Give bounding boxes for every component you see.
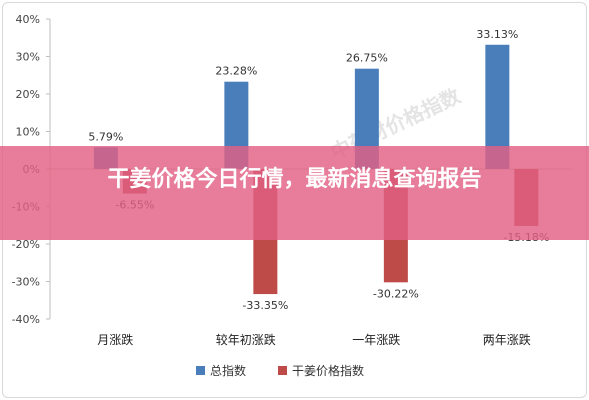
y-tick-label: 10% xyxy=(16,126,40,139)
y-tick-label: -30% xyxy=(12,276,40,289)
data-label-total-index: 23.28% xyxy=(215,65,257,78)
y-tick-label: 30% xyxy=(16,51,40,64)
x-category-label: 月涨跌 xyxy=(97,332,133,347)
legend-swatch-total-index xyxy=(196,366,205,375)
y-tick-label: 40% xyxy=(16,13,40,26)
data-label-ginger-price-index: -30.22% xyxy=(373,287,419,300)
data-label-ginger-price-index: -33.35% xyxy=(242,299,288,312)
legend: 总指数 干姜价格指数 xyxy=(196,363,364,378)
y-tick-label: 20% xyxy=(16,88,40,101)
legend-swatch-ginger-price-index xyxy=(278,366,287,375)
data-label-total-index: 26.75% xyxy=(346,52,388,65)
legend-label-ginger-price-index: 干姜价格指数 xyxy=(292,363,364,378)
data-label-total-index: 5.79% xyxy=(88,130,123,143)
title-banner: 干姜价格今日行情，最新消息查询报告 xyxy=(0,146,589,240)
y-tick-label: -20% xyxy=(12,238,40,251)
x-category-label: 两年涨跌 xyxy=(483,332,531,347)
x-category-label: 一年涨跌 xyxy=(352,332,400,347)
y-tick-label: -40% xyxy=(12,313,40,326)
data-label-total-index: 33.13% xyxy=(476,28,518,41)
banner-title: 干姜价格今日行情，最新消息查询报告 xyxy=(107,167,482,192)
x-category-label: 较年初涨跌 xyxy=(216,332,276,347)
legend-label-total-index: 总指数 xyxy=(210,363,246,378)
